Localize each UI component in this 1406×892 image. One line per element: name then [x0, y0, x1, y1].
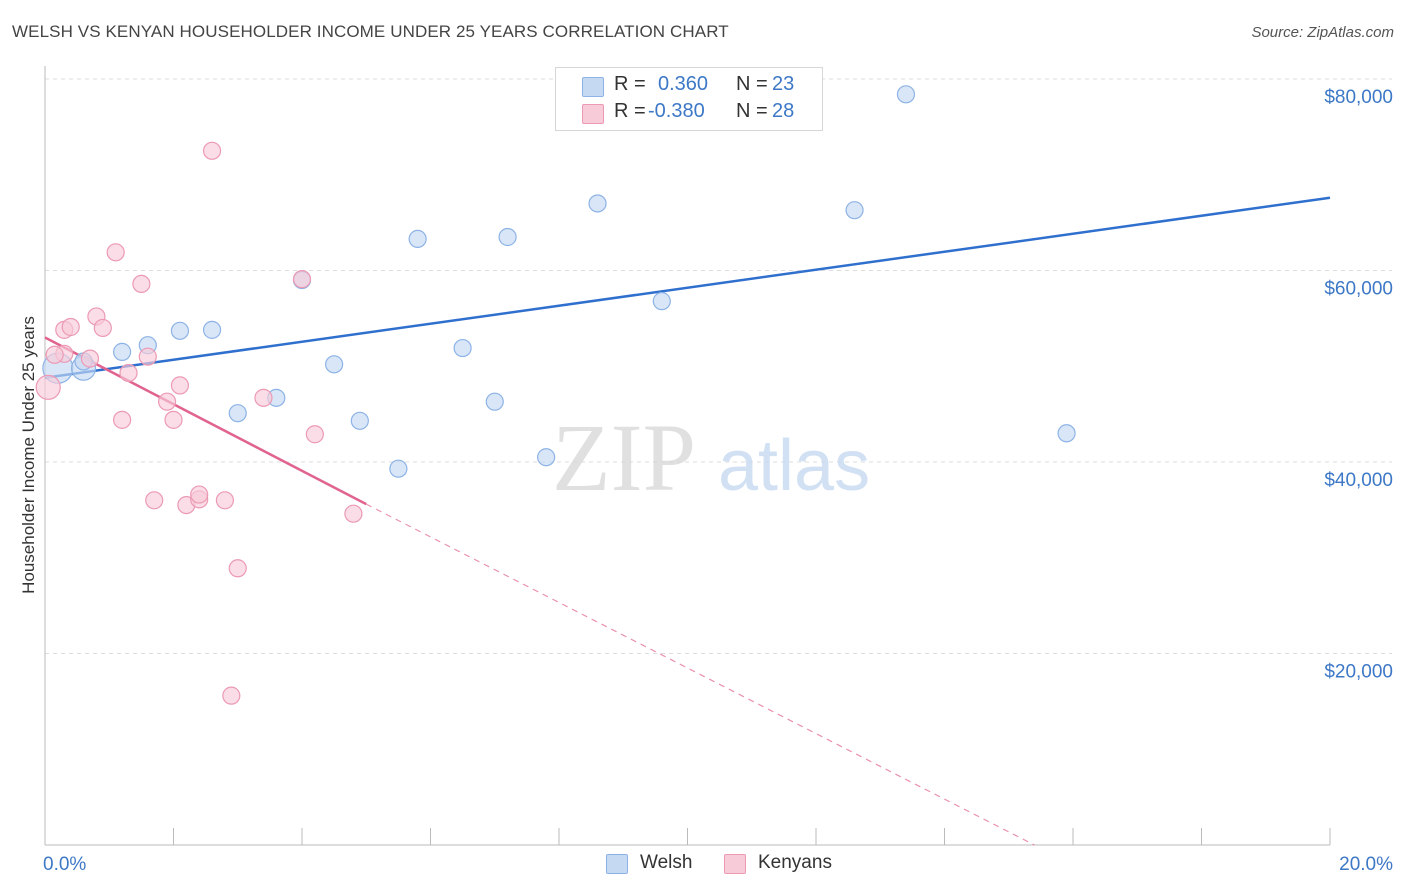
y-tick-label: $80,000: [1324, 87, 1393, 108]
kenyans-point: [292, 270, 312, 289]
kenyans-point: [228, 559, 247, 578]
y-tick-labels: $20,000 $40,000 $60,000 $80,000: [1324, 87, 1393, 683]
kenyans-point: [190, 485, 209, 504]
watermark-zip: ZIP: [552, 404, 696, 511]
welsh-point: [325, 355, 344, 374]
kenyans-point: [222, 686, 241, 705]
welsh-trend-line: [44, 196, 1331, 379]
welsh-point: [202, 320, 222, 339]
welsh-point: [350, 411, 369, 430]
kenyans-point: [93, 318, 112, 338]
y-tick-label: $20,000: [1324, 662, 1393, 683]
x-tick-label: 20.0%: [1339, 854, 1393, 875]
welsh-point: [453, 338, 472, 358]
kenyans-point: [254, 388, 273, 407]
legend-row-welsh: R = 0.360 N = 23: [556, 73, 822, 99]
kenyans-point: [145, 491, 164, 510]
kenyans-point: [112, 410, 132, 429]
welsh-point: [896, 85, 916, 104]
n-label: N =: [736, 100, 768, 122]
welsh-legend-label: Welsh: [640, 852, 693, 873]
r-label: R =: [614, 73, 646, 95]
x-tick-label: 0.0%: [43, 854, 86, 875]
x-ticks: [173, 828, 1331, 845]
r-value-welsh: 0.360: [658, 73, 709, 95]
kenyans-point: [138, 347, 157, 366]
n-value-welsh: 23: [772, 73, 795, 95]
chart-title: WELSH VS KENYAN HOUSEHOLDER INCOME UNDER…: [12, 22, 729, 41]
kenyans-point: [344, 504, 363, 523]
kenyans-trend-extension: [365, 503, 1035, 846]
r-label: R =: [614, 100, 646, 122]
n-label: N =: [736, 73, 768, 95]
welsh-point: [537, 448, 556, 467]
r-value-kenyans: -0.380: [648, 100, 705, 122]
y-tick-label: $60,000: [1324, 279, 1393, 300]
kenyans-point: [106, 243, 125, 262]
welsh-point: [845, 201, 864, 220]
welsh-point: [652, 292, 671, 311]
trend-lines: [44, 196, 1331, 846]
kenyans-point: [61, 317, 80, 337]
gridlines: [45, 78, 1392, 654]
welsh-swatch: [582, 77, 604, 97]
watermark-atlas: atlas: [718, 426, 870, 506]
kenyans-point: [305, 425, 324, 444]
x-tick-labels: 0.0% 20.0%: [43, 854, 1393, 875]
welsh-point: [170, 321, 190, 340]
kenyans-point: [132, 274, 151, 294]
kenyans-point: [164, 410, 183, 429]
kenyans-point: [80, 349, 100, 368]
kenyans-point: [35, 374, 61, 400]
correlation-legend: R = 0.360 N = 23 R = -0.380 N = 28: [555, 67, 823, 131]
watermark: ZIP atlas: [552, 404, 870, 511]
source-label: Source: ZipAtlas.com: [1251, 24, 1394, 41]
welsh-point: [408, 229, 427, 249]
welsh-point: [389, 459, 408, 478]
welsh-point: [228, 404, 247, 423]
welsh-point: [588, 194, 607, 213]
n-value-kenyans: 28: [772, 100, 795, 122]
welsh-point: [485, 392, 504, 411]
kenyans-point: [45, 345, 64, 364]
data-points: [35, 85, 1076, 705]
legend-row-kenyans: R = -0.380 N = 28: [556, 100, 822, 126]
kenyans-point: [215, 491, 234, 510]
y-axis-label: Householder Income Under 25 years: [19, 316, 38, 594]
kenyans-point: [170, 376, 190, 395]
kenyans-swatch: [582, 104, 604, 124]
kenyans-legend-label: Kenyans: [758, 852, 832, 873]
kenyans-legend-swatch: [724, 854, 746, 874]
kenyans-trend-line: [44, 336, 367, 506]
welsh-point: [1057, 424, 1076, 443]
kenyans-point: [202, 141, 222, 160]
welsh-point: [498, 227, 517, 247]
welsh-point: [112, 342, 132, 361]
y-tick-label: $40,000: [1324, 470, 1393, 491]
kenyans-point: [119, 363, 138, 383]
kenyans-point: [157, 392, 177, 411]
welsh-legend-swatch: [606, 854, 628, 874]
